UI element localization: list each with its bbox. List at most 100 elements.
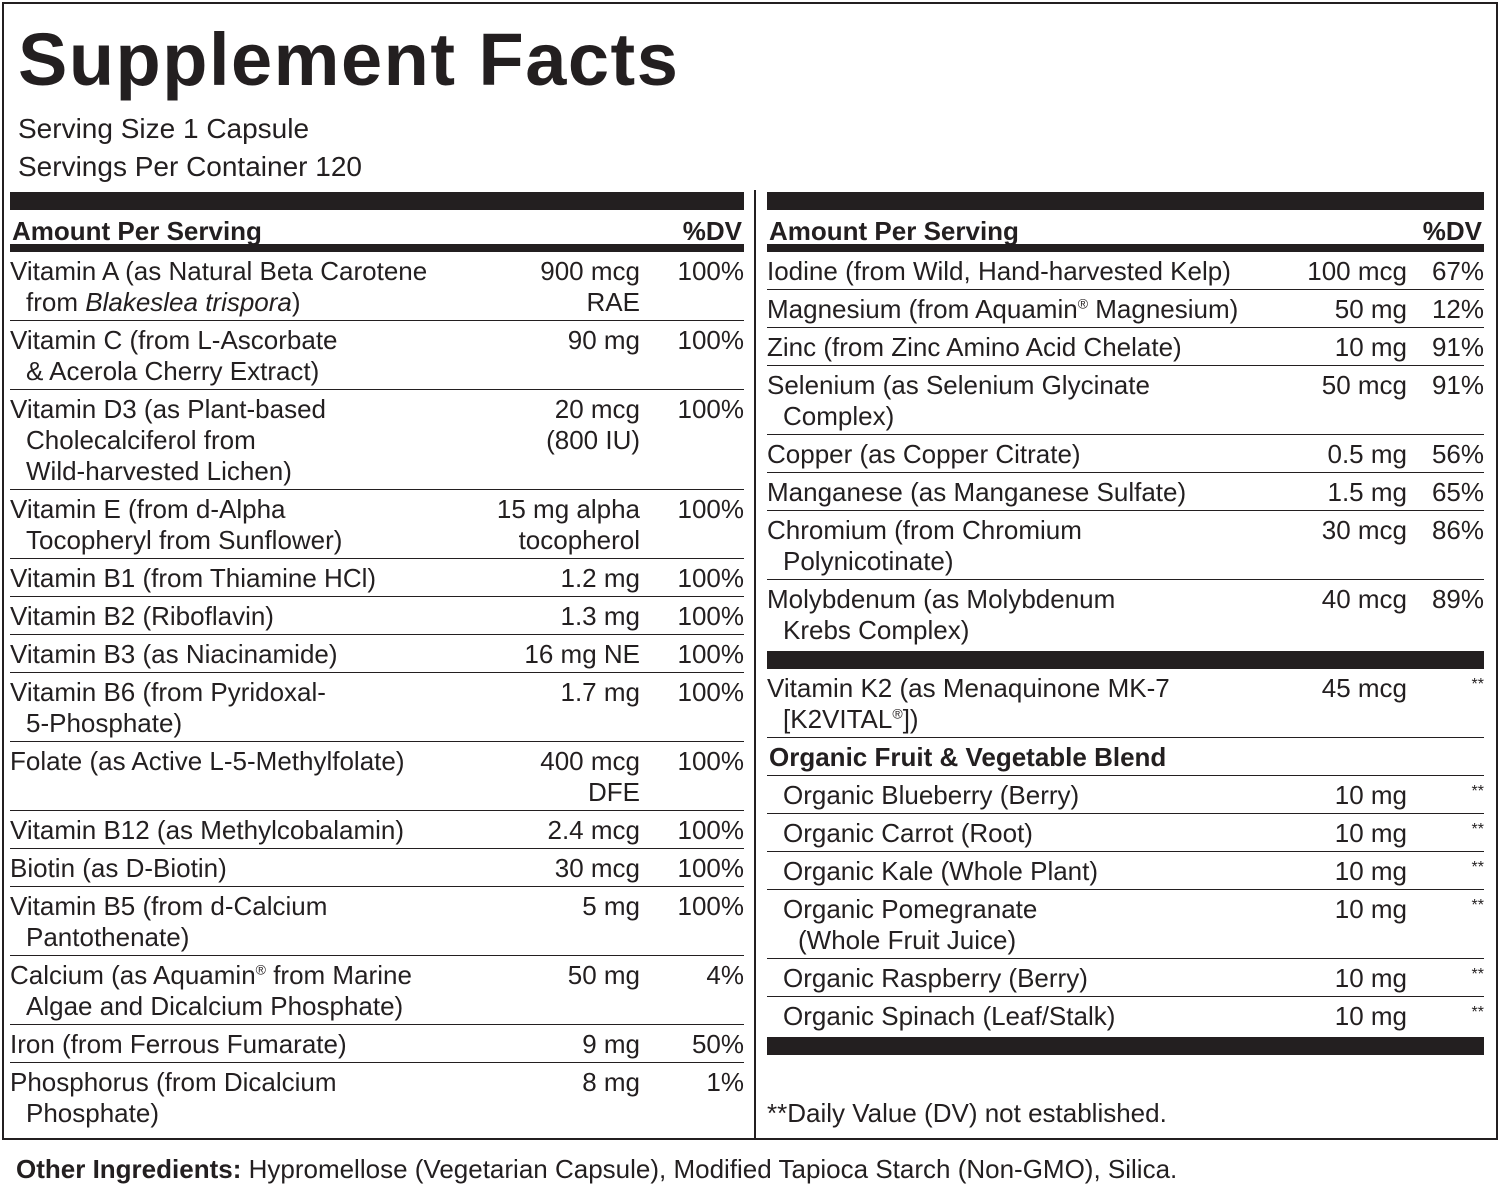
registered-mark: ® (892, 705, 903, 722)
nutrient-row: Vitamin B6 (from Pyridoxal- 5-Phosphate)… (10, 673, 744, 742)
name-segment: Zinc (from Zinc Amino Acid Chelate) (767, 332, 1182, 362)
nutrient-row: Vitamin B5 (from d-Calcium Pantothenate)… (10, 887, 744, 956)
nutrient-row: Vitamin B2 (Riboflavin) 1.3 mg 100% (10, 597, 744, 635)
name-segment: Organic Pomegranate (Whole Fruit Juice) (783, 894, 1038, 955)
thick-rule (767, 1037, 1484, 1055)
name-segment: ) (291, 287, 301, 317)
nutrient-dv: 100% (677, 677, 745, 707)
nutrient-row: Selenium (as Selenium Glycinate Complex)… (767, 366, 1484, 435)
nutrient-dv: 100% (677, 853, 745, 883)
nutrient-row: Organic Raspberry (Berry) 10 mg ** (767, 959, 1484, 997)
nutrient-amount: 0.5 mg (1327, 439, 1408, 469)
nutrient-row: Organic Kale (Whole Plant) 10 mg ** (767, 852, 1484, 890)
nutrient-name: Biotin (as D-Biotin) (10, 853, 470, 884)
other-ingredients-label: Other Ingredients: (16, 1154, 242, 1184)
nutrient-row: Manganese (as Manganese Sulfate) 1.5 mg 65… (767, 473, 1484, 511)
nutrient-row: Organic Carrot (Root) 10 mg ** (767, 814, 1484, 852)
nutrient-name: Vitamin B12 (as Methylcobalamin) (10, 815, 470, 846)
nutrient-name: Selenium (as Selenium Glycinate Complex) (767, 370, 1257, 432)
nutrient-name: Iron (from Ferrous Fumarate) (10, 1029, 470, 1060)
nutrient-row: Vitamin B3 (as Niacinamide) 16 mg NE 100% (10, 635, 744, 673)
nutrient-amount: 400 mcg DFE (540, 746, 640, 807)
nutrient-dv: 100% (677, 563, 745, 593)
nutrient-name: Phosphorus (from Dicalcium Phosphate) (10, 1067, 470, 1129)
nutrient-name: Vitamin B2 (Riboflavin) (10, 601, 470, 632)
registered-mark: ® (1077, 295, 1089, 312)
supplement-facts-panel: Supplement Facts Serving Size 1 Capsule … (2, 2, 1498, 1140)
nutrient-amount: 100 mcg (1307, 256, 1407, 286)
nutrient-amount: 10 mg (1334, 894, 1407, 924)
name-segment: Molybdenum (as Molybdenum Krebs Complex) (767, 584, 1116, 645)
nutrient-dv: 67% (1431, 256, 1484, 286)
nutrient-amount: 8 mg (582, 1067, 640, 1097)
name-segment: Blakeslea trispora (85, 287, 292, 317)
nutrient-amount: 16 mg NE (524, 639, 640, 669)
nutrient-amount: 1.5 mg (1327, 477, 1408, 507)
column-header: Amount Per Serving %DV (767, 210, 1484, 252)
nutrient-amount: 2.4 mcg (547, 815, 641, 845)
nutrient-amount: 50 mg (567, 960, 640, 990)
nutrient-name: Magnesium (from Aquamin® Magnesium) (767, 294, 1257, 325)
nutrient-dv: 1% (706, 1067, 744, 1097)
nutrient-name: Vitamin B6 (from Pyridoxal- 5-Phosphate) (10, 677, 470, 739)
nutrient-amount: 30 mcg (1321, 515, 1407, 545)
nutrient-row: Iodine (from Wild, Hand-harvested Kelp) 1… (767, 252, 1484, 290)
nutrient-row: Calcium (as Aquamin® from Marine Algae a… (10, 956, 744, 1025)
nutrient-row: Copper (as Copper Citrate) 0.5 mg 56% (767, 435, 1484, 473)
nutrient-dv: 100% (677, 639, 745, 669)
nutrient-row: Vitamin B12 (as Methylcobalamin) 2.4 mcg 1… (10, 811, 744, 849)
name-segment: Biotin (as D-Biotin) (10, 853, 227, 883)
nutrient-name: Organic Spinach (Leaf/Stalk) (767, 1001, 1257, 1032)
nutrient-dv: 100% (677, 746, 745, 776)
nutrient-row: Vitamin C (from L-Ascorbate & Acerola Ch… (10, 321, 744, 390)
right-column: Amount Per Serving %DV Iodine (from Wild… (767, 192, 1484, 1055)
name-segment: Iodine (from Wild, Hand-harvested Kelp) (767, 256, 1231, 286)
nutrient-amount: 5 mg (582, 891, 640, 921)
nutrient-name: Vitamin K2 (as Menaquinone MK-7 [K2VITAL… (767, 673, 1257, 735)
name-segment: Vitamin B3 (as Niacinamide) (10, 639, 338, 669)
nutrient-name: Organic Pomegranate (Whole Fruit Juice) (767, 894, 1257, 956)
name-segment: Vitamin A (as Natural Beta Carotene from (10, 256, 428, 317)
nutrient-dv: 100% (677, 494, 745, 524)
nutrient-row: Iron (from Ferrous Fumarate) 9 mg 50% (10, 1025, 744, 1063)
nutrient-name: Folate (as Active L-5-Methylfolate) (10, 746, 470, 808)
nutrient-amount: 40 mcg (1321, 584, 1407, 614)
nutrient-amount: 45 mcg (1321, 673, 1407, 703)
column-divider (754, 190, 756, 1138)
nutrient-name: Molybdenum (as Molybdenum Krebs Complex) (767, 584, 1257, 646)
nutrient-dv: 91% (1431, 332, 1484, 362)
nutrient-name: Organic Blueberry (Berry) (767, 780, 1257, 811)
nutrient-row: Vitamin K2 (as Menaquinone MK-7 [K2VITAL… (767, 669, 1484, 737)
nutrient-dv: 65% (1431, 477, 1484, 507)
serving-size: Serving Size 1 Capsule (18, 113, 310, 144)
nutrient-name: Manganese (as Manganese Sulfate) (767, 477, 1257, 508)
name-segment: Vitamin K2 (as Menaquinone MK-7 [K2VITAL (767, 673, 1170, 734)
nutrient-dv: 100% (677, 325, 745, 355)
name-segment: Iron (from Ferrous Fumarate) (10, 1029, 347, 1059)
nutrient-dv: 100% (677, 256, 745, 286)
nutrient-amount: 1.3 mg (560, 601, 641, 631)
nutrient-dv: 100% (677, 394, 745, 424)
other-ingredients-text: Hypromellose (Vegetarian Capsule), Modif… (241, 1154, 1178, 1184)
nutrient-row: Organic Blueberry (Berry) 10 mg ** (767, 776, 1484, 814)
nutrient-dv: 100% (677, 601, 745, 631)
blend-title: Organic Fruit & Vegetable Blend (767, 737, 1484, 776)
nutrient-dv: 100% (677, 891, 745, 921)
nutrient-name: Iodine (from Wild, Hand-harvested Kelp) (767, 256, 1257, 287)
nutrient-name: Vitamin B5 (from d-Calcium Pantothenate) (10, 891, 470, 953)
nutrient-dv: 91% (1431, 370, 1484, 400)
nutrient-amount: 9 mg (582, 1029, 640, 1059)
nutrient-name: Vitamin B3 (as Niacinamide) (10, 639, 470, 670)
nutrient-amount: 15 mg alpha tocopherol (496, 494, 640, 555)
nutrient-name: Vitamin C (from L-Ascorbate & Acerola Ch… (10, 325, 470, 387)
nutrient-row: Vitamin B1 (from Thiamine HCl) 1.2 mg 100% (10, 559, 744, 597)
nutrient-amount: 10 mg (1334, 818, 1407, 848)
thick-rule (10, 192, 744, 210)
nutrient-row: Zinc (from Zinc Amino Acid Chelate) 10 mg… (767, 328, 1484, 366)
name-segment: Calcium (as Aquamin (10, 960, 256, 990)
left-column: Amount Per Serving %DV Vitamin A (as Nat… (10, 192, 744, 1131)
nutrient-dv: ** (1471, 897, 1484, 914)
name-segment: Selenium (as Selenium Glycinate Complex) (767, 370, 1150, 431)
nutrient-dv: 89% (1431, 584, 1484, 614)
nutrient-row: Vitamin E (from d-Alpha Tocopheryl from … (10, 490, 744, 559)
